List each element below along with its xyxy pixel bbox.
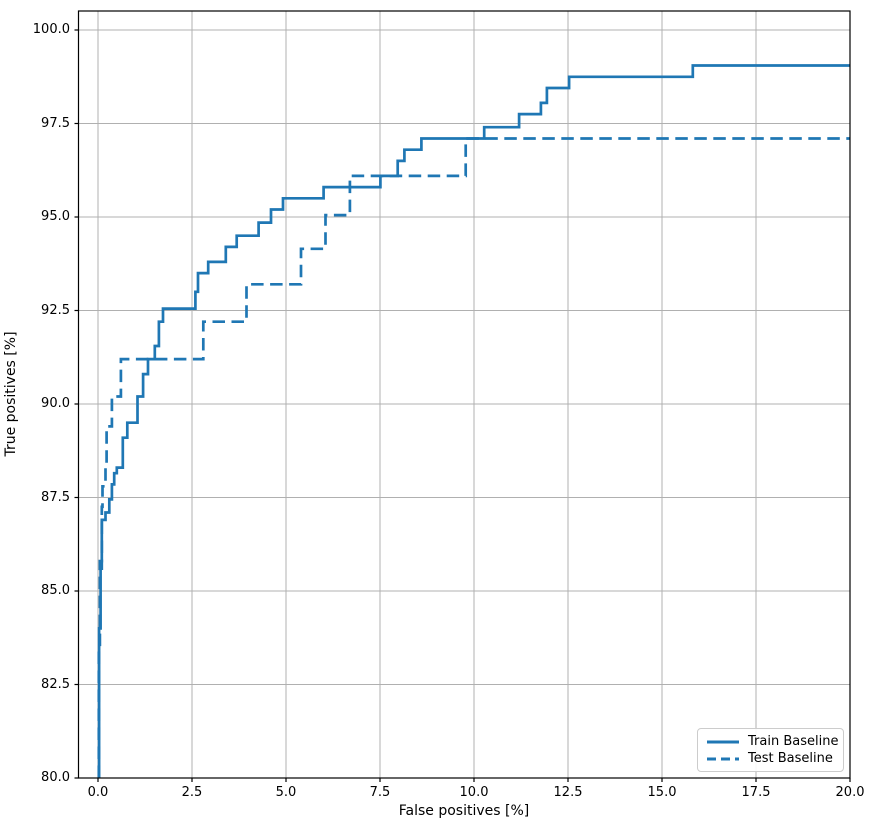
y-tick-label: 97.5: [41, 115, 70, 131]
axes-spines: [77, 10, 851, 779]
y-tick-label: 100.0: [32, 22, 70, 37]
y-tick-label: 90.0: [41, 396, 70, 411]
legend-entry-test: Test Baseline: [707, 750, 835, 767]
x-tick-label: 7.5: [369, 785, 391, 800]
x-tick-label: 20.0: [835, 785, 865, 800]
legend: Train Baseline Test Baseline: [697, 728, 844, 772]
x-tick-label: 12.5: [553, 785, 583, 800]
x-tick-label: 5.0: [275, 785, 297, 800]
legend-entry-train: Train Baseline: [707, 733, 839, 750]
x-tick-label: 0.0: [87, 785, 109, 800]
y-tick-label: 92.5: [41, 302, 70, 318]
y-tick-label: 85.0: [41, 583, 70, 598]
grid-lines: [78, 11, 851, 779]
x-tick-label: 17.5: [741, 785, 771, 800]
test-line-swatch: [707, 757, 739, 760]
test-baseline-curve: [97, 137, 850, 778]
y-tick-label: 95.0: [41, 209, 70, 224]
x-tick-label: 10.0: [459, 785, 489, 800]
x-tick-label: 2.5: [181, 785, 203, 800]
x-tick-label: 15.0: [647, 785, 677, 800]
roc-curves: [97, 64, 850, 778]
legend-label-train: Train Baseline: [748, 734, 839, 749]
axis-tick-marks: [74, 29, 851, 782]
legend-label-test: Test Baseline: [748, 751, 833, 766]
train-line-swatch: [707, 740, 739, 743]
y-axis-label: True positives [%]: [3, 331, 19, 457]
train-baseline-curve: [97, 64, 850, 778]
x-axis-label: False positives [%]: [398, 803, 530, 819]
y-tick-label: 80.0: [41, 770, 70, 785]
y-tick-label: 87.5: [41, 489, 70, 505]
y-tick-label: 82.5: [41, 676, 70, 692]
